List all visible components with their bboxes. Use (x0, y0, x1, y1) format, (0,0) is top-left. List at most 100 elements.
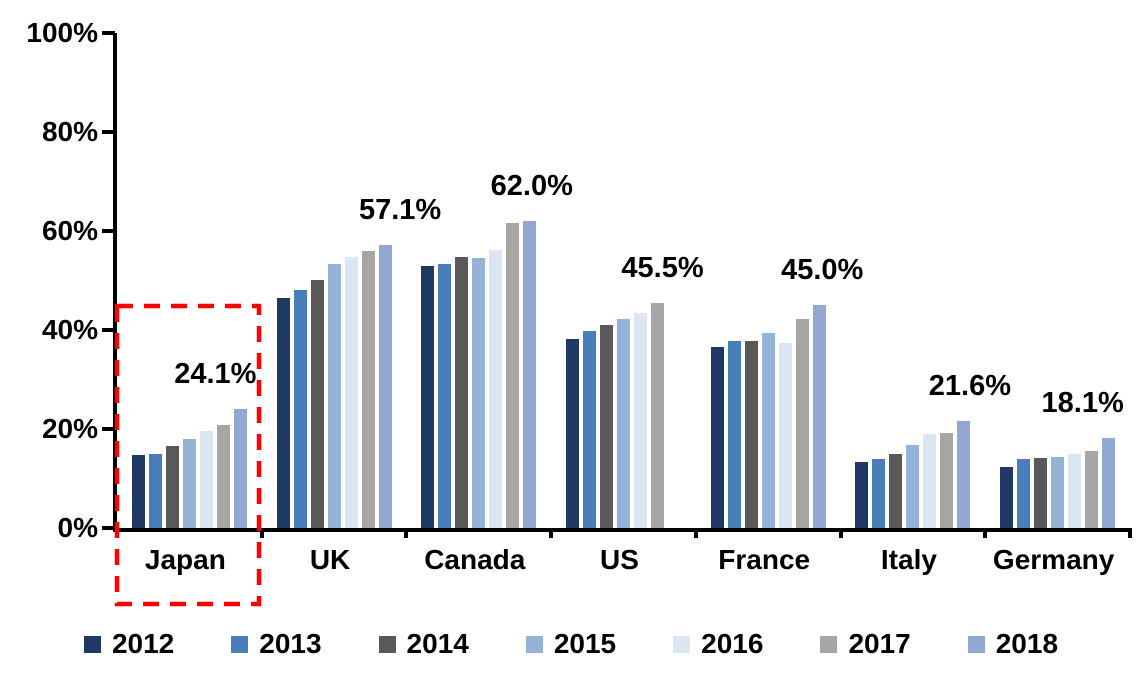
legend-item-2015: 2015 (525, 628, 617, 660)
legend-label: 2013 (259, 628, 322, 659)
x-axis-tick (404, 528, 409, 538)
y-axis-tick (102, 526, 115, 530)
y-axis-tick-label: 0% (57, 512, 98, 543)
bar-uk-2017 (361, 251, 375, 528)
y-axis-tick-label: 20% (41, 413, 98, 444)
bar-us-2015 (616, 319, 630, 528)
legend-label: 2018 (995, 628, 1059, 659)
plot-area: 24.1% 57.1% 62.0% 45.5% 45.0% 21.6% 18.1% (102, 31, 1132, 538)
bar-canada-2015 (472, 257, 486, 528)
bar-us-2013 (582, 330, 596, 528)
bar-uk-2016 (344, 256, 358, 528)
x-axis-tick (1128, 528, 1132, 538)
legend-item-2014: 2014 (378, 628, 469, 660)
legend-label: 2016 (701, 628, 764, 659)
category-label-canada: Canada (424, 544, 526, 575)
y-axis-tick (102, 130, 115, 134)
y-axis-tick-label: 40% (41, 314, 98, 345)
legend-swatch-2016 (673, 635, 691, 653)
bar-france-2018 (812, 305, 826, 528)
bar-japan-2013 (148, 454, 162, 528)
legend-swatch-2013 (231, 635, 249, 653)
data-label-canada: 62.0% (490, 170, 573, 203)
bar-us-2017 (650, 302, 664, 528)
bar-france-2014 (744, 341, 758, 528)
bar-canada-2013 (438, 263, 452, 528)
category-label-japan: Japan (144, 544, 226, 575)
bar-canada-2016 (489, 249, 503, 528)
bar-france-2017 (795, 318, 809, 528)
bar-group-uk (262, 33, 407, 528)
legend-swatch-2018 (967, 635, 985, 653)
category-label-us: US (600, 544, 639, 575)
bar-uk-2012 (276, 297, 290, 528)
bar-france-2012 (710, 347, 724, 528)
bar-japan-2017 (216, 424, 230, 528)
legend-label: 2012 (111, 628, 175, 659)
bar-canada-2017 (506, 222, 520, 528)
bar-italy-2013 (872, 458, 886, 528)
legend-item-2018: 2018 (967, 628, 1059, 660)
bar-group-germany (985, 33, 1130, 528)
bar-us-2016 (633, 312, 647, 528)
legend-swatch-2015 (525, 635, 543, 653)
bar-canada-2014 (455, 256, 469, 528)
legend-label: 2015 (553, 628, 617, 659)
y-axis-tick (102, 328, 115, 332)
category-label-uk: UK (309, 544, 351, 575)
bar-france-2015 (761, 332, 775, 528)
y-axis-tick (102, 31, 115, 35)
bar-germany-2015 (1051, 457, 1065, 528)
bar-germany-2013 (1017, 459, 1031, 528)
y-axis-tick (102, 427, 115, 431)
legend-label: 2017 (848, 628, 911, 659)
bar-us-2012 (565, 339, 579, 528)
bar-uk-2018 (378, 245, 392, 528)
bar-group-italy (841, 33, 986, 528)
y-axis-tick-label: 100% (26, 17, 98, 48)
data-label-uk: 57.1% (358, 194, 442, 227)
bar-us-2014 (599, 324, 613, 528)
bar-italy-2014 (889, 453, 903, 528)
x-axis-tick (549, 528, 554, 538)
category-label-italy: Italy (880, 544, 937, 575)
data-label-us: 45.5% (621, 251, 704, 284)
bar-group-canada (406, 33, 551, 528)
bar-uk-2013 (293, 290, 307, 528)
legend: 2012 2013 2014 2015 2016 2017 2018 (0, 628, 1142, 660)
legend-swatch-2017 (820, 635, 838, 653)
x-axis-tick (838, 528, 843, 538)
bar-japan-2016 (199, 430, 213, 528)
legend-item-2017: 2017 (820, 628, 911, 660)
bar-japan-2018 (233, 408, 247, 528)
bar-france-2016 (778, 342, 792, 528)
x-axis-tick (259, 528, 264, 538)
bar-germany-2014 (1034, 458, 1048, 528)
category-label-germany: Germany (992, 544, 1115, 575)
bar-japan-2015 (182, 439, 196, 528)
bar-germany-2018 (1102, 438, 1116, 528)
y-axis-tick-label: 80% (41, 116, 98, 147)
bar-japan-2012 (131, 454, 145, 528)
bar-canada-2012 (421, 265, 435, 528)
data-label-france: 45.0% (781, 254, 864, 287)
bar-germany-2017 (1085, 450, 1099, 528)
x-axis-tick (693, 528, 698, 538)
y-axis-tick (102, 229, 115, 233)
bar-italy-2015 (906, 445, 920, 528)
data-label-germany: 18.1% (1041, 387, 1124, 420)
bar-uk-2015 (327, 263, 341, 528)
category-label-france: France (718, 544, 811, 575)
legend-item-2016: 2016 (673, 628, 763, 660)
bar-germany-2016 (1068, 453, 1082, 528)
bar-uk-2014 (310, 280, 324, 528)
bar-italy-2018 (957, 421, 971, 528)
bar-canada-2018 (523, 221, 537, 528)
data-label-japan: 24.1% (174, 357, 257, 390)
bar-italy-2017 (940, 433, 954, 528)
bar-japan-2014 (165, 445, 179, 528)
bar-group-france (696, 33, 841, 528)
bar-group-japan (117, 33, 262, 528)
bar-group-us (551, 33, 696, 528)
